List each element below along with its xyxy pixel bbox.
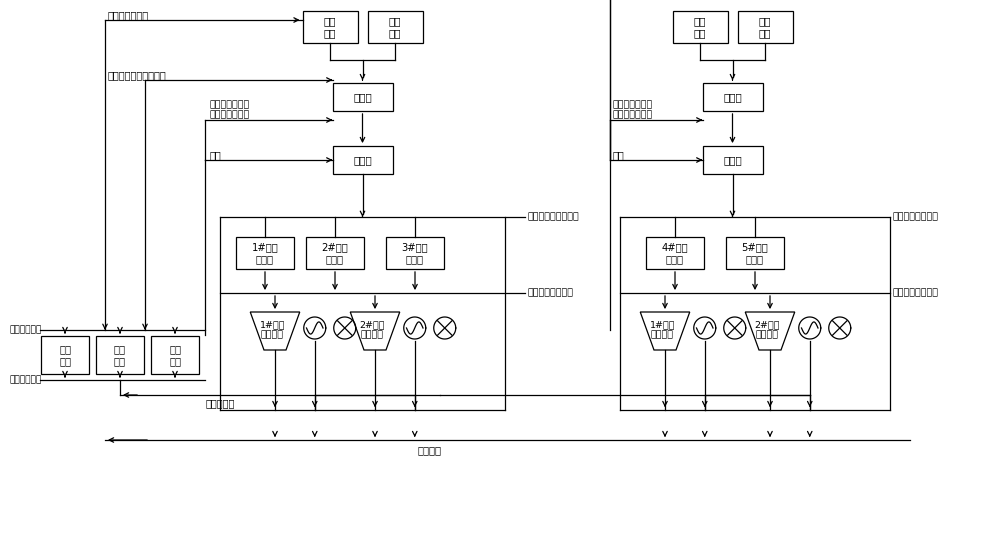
- Text: 4#锅炉
垃圾炉: 4#锅炉 垃圾炉: [662, 242, 688, 264]
- Text: 省煤器: 省煤器: [723, 155, 742, 165]
- Bar: [96, 336, 144, 374]
- Text: 1#锅炉
煤粉炉: 1#锅炉 煤粉炉: [252, 242, 278, 264]
- Text: 垃圾锅炉给水母管: 垃圾锅炉给水母管: [893, 213, 939, 221]
- Text: 预热: 预热: [210, 150, 222, 160]
- Text: 蓄热
水箱: 蓄热 水箱: [59, 344, 71, 366]
- Text: 除盐
水箱: 除盐 水箱: [694, 16, 706, 38]
- Text: 送水进蓄热水箱: 送水进蓄热水箱: [108, 10, 149, 20]
- Text: 低压蒸汽加热除
氧器中的除氧水: 低压蒸汽加热除 氧器中的除氧水: [613, 100, 653, 120]
- Bar: [386, 237, 444, 269]
- Text: 除氧器: 除氧器: [723, 92, 742, 102]
- Bar: [646, 237, 704, 269]
- Text: 蓄热水箱母管: 蓄热水箱母管: [10, 376, 42, 385]
- Text: 低压蒸汽加热除
氧器中的除氧水: 低压蒸汽加热除 氧器中的除氧水: [210, 100, 250, 120]
- Text: 进蓄热水箱: 进蓄热水箱: [205, 398, 235, 408]
- Bar: [302, 11, 358, 43]
- Bar: [332, 83, 392, 111]
- Text: 蓄热
水箱: 蓄热 水箱: [114, 344, 126, 366]
- Bar: [306, 237, 364, 269]
- Text: 垃圾炉主蒸汽母管: 垃圾炉主蒸汽母管: [893, 289, 939, 297]
- Text: 2#锅炉
煤粉炉: 2#锅炉 煤粉炉: [322, 242, 348, 264]
- Bar: [702, 83, 763, 111]
- Bar: [738, 11, 792, 43]
- Polygon shape: [745, 312, 795, 350]
- Text: 煤粉炉锅炉给水母管: 煤粉炉锅炉给水母管: [528, 213, 580, 221]
- Text: 2#汽机
（抽凝）: 2#汽机 （抽凝）: [360, 320, 385, 340]
- Bar: [672, 11, 728, 43]
- Bar: [41, 336, 89, 374]
- Text: 省煤器: 省煤器: [353, 155, 372, 165]
- Bar: [332, 146, 392, 174]
- Text: 3#锅炉
煤粉炉: 3#锅炉 煤粉炉: [402, 242, 428, 264]
- Polygon shape: [640, 312, 690, 350]
- Bar: [151, 336, 199, 374]
- Bar: [702, 146, 763, 174]
- Text: 蓄热
水箱: 蓄热 水箱: [169, 344, 181, 366]
- Text: 1#汽机
（抽凝）: 1#汽机 （抽凝）: [650, 320, 675, 340]
- Text: 除盐
水箱: 除盐 水箱: [324, 16, 336, 38]
- Text: 至热用户: 至热用户: [418, 445, 442, 455]
- Bar: [726, 237, 784, 269]
- Text: 预热: 预热: [613, 150, 625, 160]
- Text: 除盐
水箱: 除盐 水箱: [759, 16, 771, 38]
- Text: 5#锅炉
垃圾炉: 5#锅炉 垃圾炉: [742, 242, 768, 264]
- Text: 煤粉炉主蒸汽母管: 煤粉炉主蒸汽母管: [528, 289, 574, 297]
- Polygon shape: [250, 312, 300, 350]
- Text: 蓄热水箱消纳低压蒸汽: 蓄热水箱消纳低压蒸汽: [108, 70, 167, 80]
- Text: 蓄热水箱母管: 蓄热水箱母管: [10, 325, 42, 335]
- Polygon shape: [350, 312, 400, 350]
- Text: 除氧器: 除氧器: [353, 92, 372, 102]
- Text: 1#汽机
（抽凝）: 1#汽机 （抽凝）: [260, 320, 285, 340]
- Text: 2#汽机
（抽凝）: 2#汽机 （抽凝）: [755, 320, 780, 340]
- Bar: [368, 11, 422, 43]
- Text: 除盐
水箱: 除盐 水箱: [389, 16, 401, 38]
- Bar: [236, 237, 294, 269]
